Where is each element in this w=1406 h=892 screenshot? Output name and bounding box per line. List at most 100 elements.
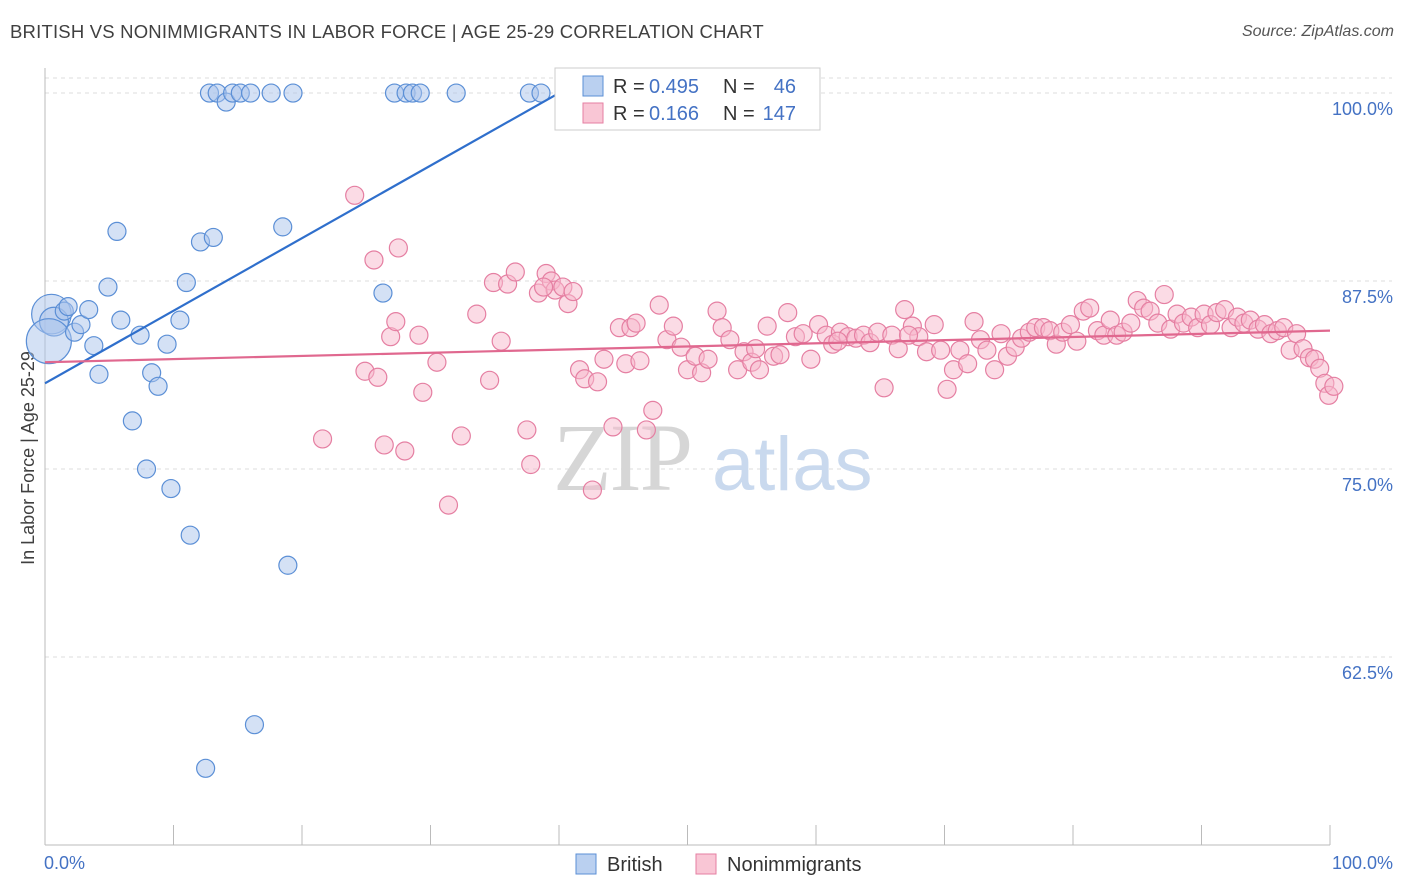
data-point-british bbox=[196, 758, 216, 778]
y-tick-label: 75.0% bbox=[1342, 475, 1393, 495]
watermark-atlas: atlas bbox=[712, 422, 873, 507]
data-point-nonimmigrants bbox=[594, 349, 614, 369]
data-point-nonimmigrants bbox=[587, 372, 608, 392]
bottom-legend: British Nonimmigrants bbox=[575, 853, 861, 876]
watermark: ZIP atlas bbox=[553, 404, 873, 511]
data-point-british bbox=[122, 411, 142, 431]
x-tick-label: 100.0% bbox=[1332, 853, 1393, 873]
data-point-nonimmigrants bbox=[1121, 313, 1141, 333]
data-point-british bbox=[25, 318, 72, 365]
data-point-nonimmigrants bbox=[533, 277, 554, 297]
data-point-nonimmigrants bbox=[643, 400, 663, 420]
data-point-nonimmigrants bbox=[636, 420, 656, 440]
data-point-nonimmigrants bbox=[626, 313, 646, 333]
data-point-nonimmigrants bbox=[345, 185, 365, 205]
data-point-nonimmigrants bbox=[1080, 298, 1100, 318]
data-point-nonimmigrants bbox=[931, 340, 951, 360]
legend-r-label: R = bbox=[613, 103, 645, 125]
data-point-nonimmigrants bbox=[964, 312, 984, 332]
data-point-nonimmigrants bbox=[388, 238, 408, 258]
data-point-nonimmigrants bbox=[505, 262, 525, 282]
legend-n-label: N = bbox=[723, 76, 755, 98]
data-point-nonimmigrants bbox=[491, 331, 511, 351]
data-point-british bbox=[373, 283, 393, 303]
legend-n-label: N = bbox=[723, 103, 755, 125]
data-point-british bbox=[283, 83, 303, 103]
y-axis-label: In Labor Force | Age 25-29 bbox=[18, 351, 38, 565]
data-point-nonimmigrants bbox=[374, 435, 394, 455]
data-point-nonimmigrants bbox=[1324, 376, 1344, 396]
trend-line-british bbox=[44, 92, 560, 385]
chart-source: Source: ZipAtlas.com bbox=[1241, 23, 1394, 40]
data-point-british bbox=[136, 459, 157, 479]
points-layer bbox=[25, 83, 1344, 778]
y-tick-label: 100.0% bbox=[1332, 99, 1393, 119]
data-point-british bbox=[410, 83, 430, 103]
data-point-nonimmigrants bbox=[924, 315, 944, 335]
data-point-british bbox=[170, 310, 190, 330]
watermark-zip: ZIP bbox=[553, 404, 691, 511]
x-tick-label: 0.0% bbox=[44, 853, 85, 873]
data-point-nonimmigrants bbox=[1154, 284, 1174, 305]
data-point-british bbox=[111, 310, 131, 330]
grid-layer bbox=[45, 77, 1392, 658]
data-point-british bbox=[244, 715, 265, 735]
data-point-nonimmigrants bbox=[386, 312, 406, 332]
data-point-nonimmigrants bbox=[698, 349, 718, 369]
data-point-nonimmigrants bbox=[312, 429, 333, 449]
data-point-nonimmigrants bbox=[937, 379, 957, 399]
data-point-nonimmigrants bbox=[720, 330, 740, 350]
bottom-legend-label-nonimmigrants: Nonimmigrants bbox=[727, 854, 861, 876]
data-point-nonimmigrants bbox=[521, 454, 541, 475]
data-point-nonimmigrants bbox=[977, 340, 997, 360]
data-point-british bbox=[241, 83, 261, 103]
trend-line-nonimmigrants bbox=[44, 329, 1331, 364]
y-tick-label: 62.5% bbox=[1342, 663, 1393, 683]
data-point-nonimmigrants bbox=[985, 360, 1005, 380]
data-point-nonimmigrants bbox=[770, 345, 790, 365]
data-point-british bbox=[446, 83, 466, 103]
bottom-legend-swatch-nonimmigrants bbox=[695, 853, 717, 875]
data-point-nonimmigrants bbox=[438, 495, 459, 515]
data-point-nonimmigrants bbox=[749, 360, 770, 380]
data-point-nonimmigrants bbox=[451, 426, 471, 446]
data-point-british bbox=[180, 525, 200, 545]
data-point-nonimmigrants bbox=[1067, 331, 1087, 351]
data-point-nonimmigrants bbox=[563, 281, 583, 302]
legend-n-value: 46 bbox=[774, 76, 796, 98]
legend-n-value: 147 bbox=[763, 103, 796, 125]
data-point-nonimmigrants bbox=[467, 304, 487, 324]
data-point-nonimmigrants bbox=[778, 303, 798, 323]
data-point-nonimmigrants bbox=[409, 325, 429, 345]
axis-layer: 100.0% 87.5% 75.0% 62.5% 0.0% 100.0% In Labor … bbox=[18, 68, 1393, 873]
data-point-nonimmigrants bbox=[707, 301, 727, 321]
trend-layer bbox=[44, 92, 1331, 385]
data-point-nonimmigrants bbox=[757, 316, 777, 336]
legend-r-value: 0.166 bbox=[649, 103, 699, 125]
data-point-british bbox=[157, 334, 177, 354]
bottom-legend-swatch-british bbox=[575, 853, 597, 875]
data-point-british bbox=[58, 296, 78, 317]
data-point-british bbox=[203, 227, 223, 248]
data-point-nonimmigrants bbox=[895, 300, 915, 320]
data-point-nonimmigrants bbox=[517, 420, 537, 440]
data-point-british bbox=[89, 364, 109, 384]
data-point-nonimmigrants bbox=[663, 316, 683, 336]
chart-title: BRITISH VS NONIMMIGRANTS IN LABOR FORCE … bbox=[10, 21, 764, 42]
data-point-nonimmigrants bbox=[898, 325, 919, 345]
legend: R = 0.495 N = 46 R = 0.166 N = 147 bbox=[554, 67, 821, 131]
data-point-nonimmigrants bbox=[888, 339, 908, 359]
data-point-nonimmigrants bbox=[874, 378, 894, 398]
bottom-legend-label-british: British bbox=[607, 854, 663, 876]
data-point-british bbox=[79, 300, 99, 320]
data-point-nonimmigrants bbox=[630, 351, 650, 371]
data-point-nonimmigrants bbox=[801, 349, 821, 369]
data-point-british bbox=[71, 315, 91, 335]
data-point-nonimmigrants bbox=[828, 331, 848, 351]
legend-r-value: 0.495 bbox=[649, 76, 699, 98]
y-tick-label: 87.5% bbox=[1342, 287, 1393, 307]
data-point-nonimmigrants bbox=[1060, 315, 1081, 335]
data-point-british bbox=[261, 83, 281, 103]
data-point-nonimmigrants bbox=[368, 367, 388, 387]
